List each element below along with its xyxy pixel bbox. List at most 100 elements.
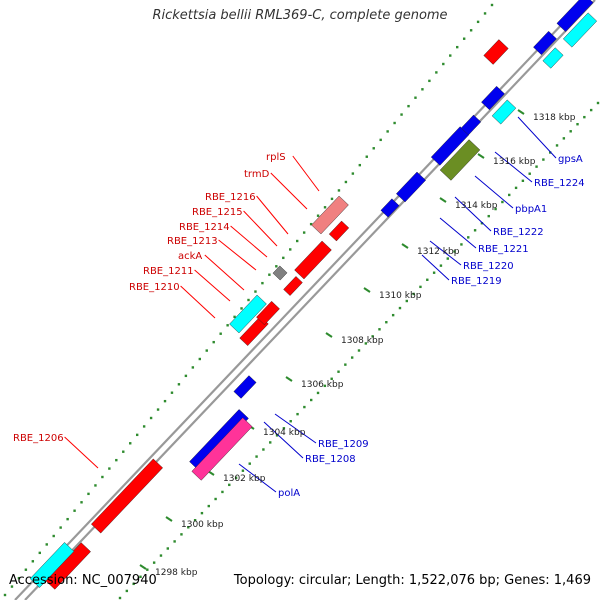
leader-line (274, 413, 317, 444)
scale-label: 1306 kbp (301, 380, 344, 390)
tick-rail-right (378, 328, 381, 331)
gene-block-pbpA1 (439, 139, 481, 181)
scale-label: 1300 kbp (181, 520, 224, 530)
gene-block-rbe-1219 (380, 198, 400, 218)
tick-rail-left (170, 391, 174, 394)
tick-rail-right (460, 243, 463, 246)
tick-rail-right (589, 108, 593, 112)
tick-rail-left (282, 256, 285, 260)
tick-rail-left (233, 315, 236, 319)
tick-rail-left (337, 189, 341, 192)
tick-rail-left (386, 130, 389, 133)
tick-rail-right (391, 313, 395, 317)
tick-rail-right (193, 519, 197, 522)
tick-rail-left (198, 357, 201, 361)
tick-rail-left (379, 138, 382, 142)
tick-rail-left (177, 383, 181, 386)
tick-rail-left (135, 433, 139, 437)
tick-rail-left (344, 180, 348, 184)
gene-block-rplS (483, 39, 509, 65)
gene-block-rbe-1214 (283, 276, 303, 296)
scale-tick (477, 153, 485, 159)
tick-rail-right (200, 511, 204, 515)
tick-rail-right (596, 101, 600, 105)
tick-rail-right (569, 130, 572, 133)
tick-rail-left (10, 585, 14, 588)
tick-rail-left (31, 560, 35, 563)
tick-rail-right (248, 462, 251, 465)
gene-block-rbe-1208 (191, 417, 253, 481)
tick-rail-right (316, 391, 320, 395)
gene-label-pbpa1: pbpA1 (515, 204, 547, 215)
tick-rail-left (247, 298, 250, 302)
tick-rail-left (17, 576, 21, 580)
label-layer: 1298 kbp 1300 kbp 1302 kbp 1304 kbp 1306 kbp… (13, 113, 585, 578)
gene-label-rbe_1215: RBE_1215 (192, 207, 243, 218)
leader-line (429, 240, 462, 266)
scale-tick (363, 287, 371, 293)
gene-label-rbe_1209: RBE_1209 (318, 439, 369, 450)
leader-line (230, 225, 268, 258)
backbone-layer (14, 0, 596, 601)
gene-label-rbe_1220: RBE_1220 (463, 261, 514, 272)
tick-rail-left (365, 155, 368, 158)
scale-tick (325, 332, 333, 338)
tick-rail-left (52, 534, 55, 538)
tick-rail-right (139, 575, 142, 578)
leader-line (439, 217, 477, 249)
tick-rail-left (129, 442, 132, 445)
tick-rail-left (80, 501, 83, 504)
tick-rail-left (476, 20, 480, 24)
tick-rail-left (101, 475, 104, 479)
tick-rail-right (528, 172, 531, 175)
tick-rail-left (442, 62, 445, 66)
scale-label: 1314 kbp (455, 201, 498, 211)
tick-rail-left (483, 12, 487, 15)
gene-block-upper-4 (542, 47, 564, 69)
tick-rail-right (583, 115, 586, 119)
tick-rail-right (221, 490, 224, 494)
gene-block-rbe-1215 (294, 240, 332, 280)
gene-label-rbe_1222: RBE_1222 (493, 227, 544, 238)
gene-label-rbe_1221: RBE_1221 (478, 244, 529, 255)
gene-label-rbe_1208: RBE_1208 (305, 454, 356, 465)
tick-rail-left (309, 222, 313, 226)
tick-rail-left (108, 467, 111, 470)
tick-rail-left (456, 45, 459, 49)
tick-rail-right (555, 144, 559, 147)
tick-rail-left (254, 290, 257, 293)
tick-rail-left (351, 172, 355, 175)
tick-rail-left (330, 197, 334, 201)
gene-block-rbe-1213 (272, 265, 288, 281)
leader-line (270, 172, 308, 210)
tick-rail-right (501, 200, 504, 204)
tick-rail-right (398, 306, 402, 310)
gene-label-rpls: rplS (266, 152, 286, 163)
leader-line-layer (64, 116, 557, 493)
leader-line (474, 175, 514, 209)
scale-label: 1308 kbp (341, 336, 384, 346)
tick-rail-left (469, 29, 473, 32)
gene-label-acka: ackA (178, 251, 202, 262)
tick-rail-left (219, 332, 222, 335)
tick-rail-left (372, 147, 375, 150)
leader-line (494, 151, 533, 183)
tick-rail-right (357, 349, 361, 352)
tick-rail-left (414, 96, 417, 99)
accession-label: Accession: NC_007940 (9, 573, 157, 588)
gene-block-upper-1 (556, 0, 594, 32)
tick-rail-left (407, 104, 410, 108)
tick-rail-right (166, 547, 169, 550)
tick-rail-right (132, 582, 135, 586)
tick-rail-right (241, 469, 245, 472)
gene-label-rbe_1210: RBE_1210 (129, 282, 180, 293)
tick-rail-left (296, 239, 299, 243)
tick-rail-right (214, 497, 217, 501)
genome-summary: Topology: circular; Length: 1,522,076 bp… (233, 573, 591, 588)
leader-line (194, 269, 231, 302)
tick-rail-left (302, 231, 306, 234)
gene-block-upper-3 (533, 30, 557, 56)
tick-rail-right (385, 321, 388, 324)
tick-rail-left (149, 416, 153, 420)
